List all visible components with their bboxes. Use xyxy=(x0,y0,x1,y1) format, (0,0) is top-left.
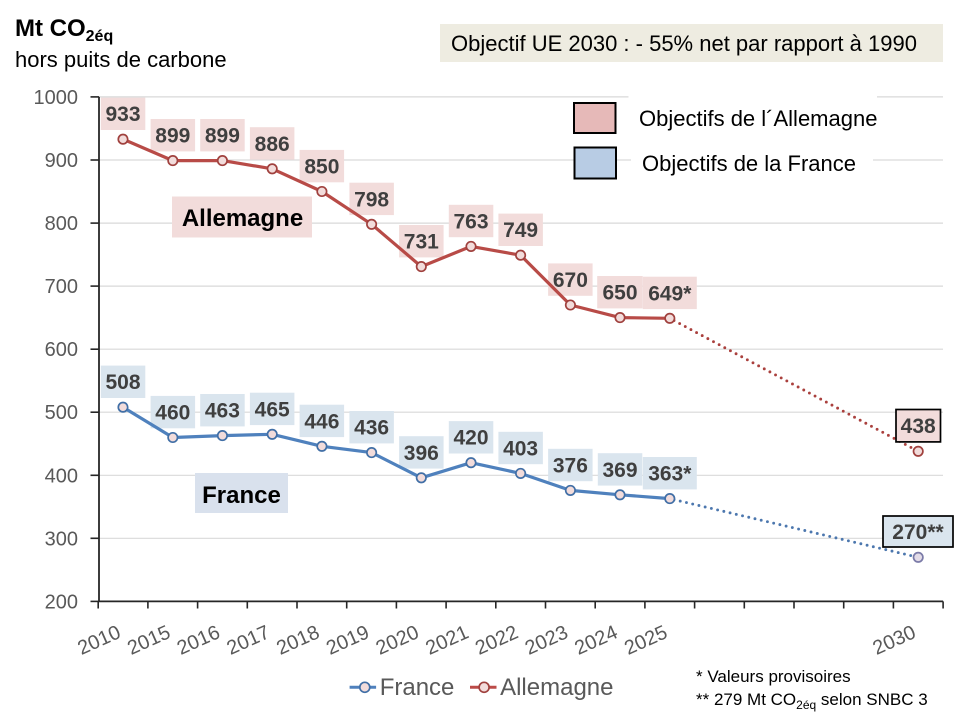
svg-text:508: 508 xyxy=(105,371,140,394)
svg-text:700: 700 xyxy=(45,276,78,298)
svg-text:** 279 Mt CO2éq selon SNBC 3: ** 279 Mt CO2éq selon SNBC 3 xyxy=(696,690,928,712)
svg-text:446: 446 xyxy=(304,410,339,433)
svg-text:200: 200 xyxy=(45,591,78,613)
svg-text:438: 438 xyxy=(901,415,936,438)
svg-text:465: 465 xyxy=(255,398,290,421)
svg-text:Allemagne: Allemagne xyxy=(182,205,303,232)
svg-text:France: France xyxy=(380,674,455,701)
svg-text:hors puits de carbone: hors puits de carbone xyxy=(15,47,227,72)
svg-text:900: 900 xyxy=(45,150,78,172)
svg-text:1000: 1000 xyxy=(34,87,79,109)
svg-text:463: 463 xyxy=(205,400,240,423)
svg-text:* Valeurs provisoires: * Valeurs provisoires xyxy=(696,667,851,686)
svg-text:600: 600 xyxy=(45,339,78,361)
svg-text:Objectif UE 2030 : - 55% net p: Objectif UE 2030 : - 55% net par rapport… xyxy=(451,31,917,56)
svg-text:460: 460 xyxy=(155,402,190,425)
svg-text:500: 500 xyxy=(45,402,78,424)
svg-text:363*: 363* xyxy=(648,463,692,486)
svg-text:Objectifs de l´Allemagne: Objectifs de l´Allemagne xyxy=(639,106,877,131)
svg-text:933: 933 xyxy=(105,103,140,126)
svg-text:899: 899 xyxy=(155,125,190,148)
svg-text:376: 376 xyxy=(553,454,588,477)
svg-text:420: 420 xyxy=(453,427,488,450)
svg-text:436: 436 xyxy=(354,417,389,440)
svg-text:850: 850 xyxy=(304,156,339,179)
svg-text:749: 749 xyxy=(503,219,538,242)
svg-text:763: 763 xyxy=(453,210,488,233)
svg-text:300: 300 xyxy=(45,528,78,550)
svg-text:396: 396 xyxy=(404,442,439,465)
svg-text:650: 650 xyxy=(602,282,637,305)
svg-text:798: 798 xyxy=(354,188,389,211)
svg-text:800: 800 xyxy=(45,213,78,235)
svg-text:899: 899 xyxy=(205,125,240,148)
svg-text:403: 403 xyxy=(503,437,538,460)
svg-text:886: 886 xyxy=(255,133,290,156)
svg-text:670: 670 xyxy=(553,269,588,292)
svg-text:France: France xyxy=(202,482,281,509)
svg-text:400: 400 xyxy=(45,465,78,487)
svg-text:731: 731 xyxy=(404,231,439,254)
svg-text:Allemagne: Allemagne xyxy=(500,674,613,701)
svg-text:Objectifs de la France: Objectifs de la France xyxy=(642,151,856,176)
svg-text:369: 369 xyxy=(602,459,637,482)
svg-text:649*: 649* xyxy=(648,282,692,305)
svg-text:270**: 270** xyxy=(892,521,944,544)
